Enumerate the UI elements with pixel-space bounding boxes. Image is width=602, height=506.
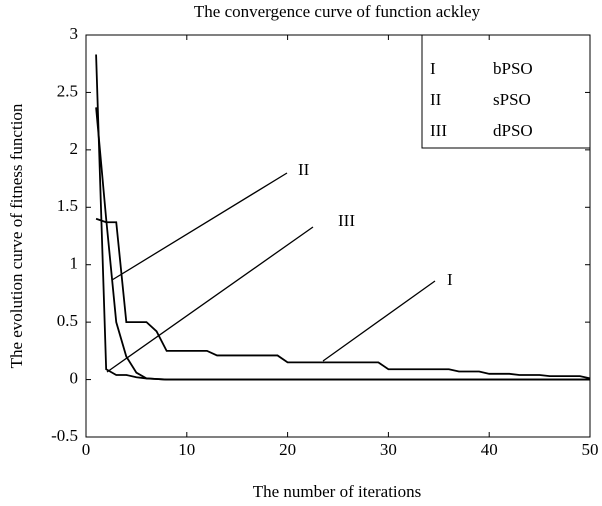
chart-title: The convergence curve of function ackley: [194, 2, 481, 21]
x-tick-label: 0: [82, 440, 91, 459]
annotation: I: [447, 270, 453, 289]
x-tick-label: 50: [582, 440, 599, 459]
plot-frame: [85, 34, 591, 438]
legend-tag: III: [430, 121, 447, 140]
legend-label: sPSO: [493, 90, 531, 109]
y-tick-label: 1.5: [57, 196, 78, 215]
y-axis-label: The evolution curve of fitness function: [7, 103, 26, 368]
leader-line: [106, 226, 314, 373]
x-axis-label: The number of iterations: [253, 482, 422, 501]
legend-label: dPSO: [493, 121, 533, 140]
x-tick-label: 20: [279, 440, 296, 459]
y-tick-label: 2: [70, 139, 79, 158]
annotation: II: [298, 160, 310, 179]
y-tick-label: 3: [70, 24, 79, 43]
y-tick-label: 1: [70, 254, 79, 273]
y-tick-label: -0.5: [51, 426, 78, 445]
annotation-leaders: [106, 172, 436, 373]
x-tick-label: 40: [481, 440, 498, 459]
leader-line: [322, 280, 436, 362]
annotation: III: [338, 211, 355, 230]
series-line: [95, 54, 590, 381]
y-tick-label: 0.5: [57, 311, 78, 330]
x-tick-label: 30: [380, 440, 397, 459]
y-tick-label: 2.5: [57, 81, 78, 100]
y-tick-label: 0: [70, 368, 79, 387]
x-tick-label: 10: [178, 440, 195, 459]
legend-tag: II: [430, 90, 442, 109]
series-line: [95, 217, 591, 380]
leader-line: [111, 172, 288, 281]
legend-tag: I: [430, 59, 436, 78]
legend-label: bPSO: [493, 59, 533, 78]
legend-box: [421, 34, 591, 149]
